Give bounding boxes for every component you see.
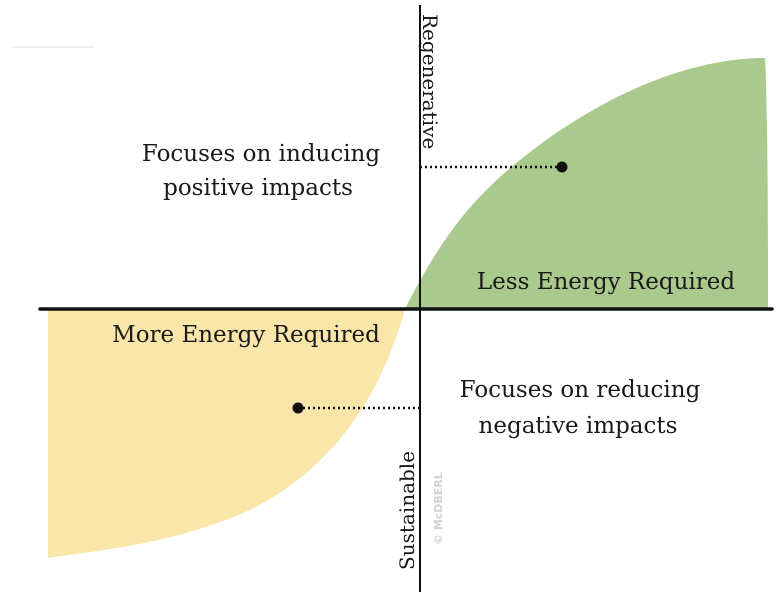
upper-connector-dot [556,161,568,173]
yellow-region-label: More Energy Required [112,322,380,348]
axis-top-label: Regenerative [418,14,442,149]
axis-bottom-label: Sustainable [395,451,419,570]
faint-mark [12,46,94,48]
green-region-label: Less Energy Required [477,269,735,295]
lower-right-text-line-2: negative impacts [479,413,678,439]
green-region [405,58,768,309]
lower-right-text-line-1: Focuses on reducing [460,377,701,403]
lower-connector-dot [292,402,304,414]
yellow-region [48,309,405,558]
upper-left-text-line-1: Focuses on inducing [142,141,380,167]
upper-left-text-line-2: positive impacts [163,175,353,201]
watermark: © McDBERL [432,472,445,545]
